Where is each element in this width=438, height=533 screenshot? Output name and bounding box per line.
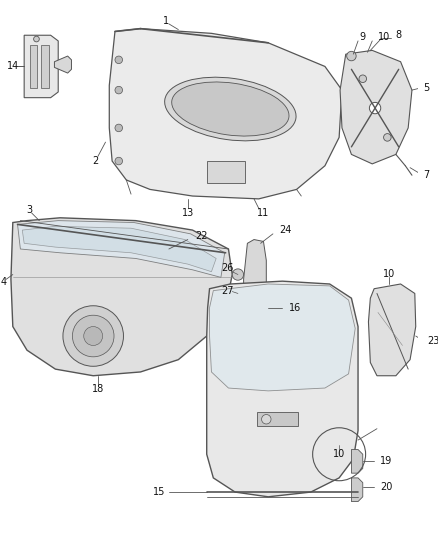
Polygon shape xyxy=(24,35,58,98)
Text: 22: 22 xyxy=(196,231,208,241)
Ellipse shape xyxy=(165,77,296,141)
Text: 16: 16 xyxy=(289,303,301,313)
Text: 10: 10 xyxy=(378,32,390,42)
Circle shape xyxy=(359,75,367,83)
Polygon shape xyxy=(351,449,363,473)
Polygon shape xyxy=(207,281,358,497)
Circle shape xyxy=(63,306,124,366)
Polygon shape xyxy=(207,161,244,183)
Text: 13: 13 xyxy=(182,208,194,218)
Text: 8: 8 xyxy=(396,30,402,41)
Circle shape xyxy=(115,124,123,132)
Text: 19: 19 xyxy=(380,456,392,466)
Polygon shape xyxy=(54,56,71,73)
Text: 26: 26 xyxy=(221,263,234,273)
Text: 9: 9 xyxy=(360,32,366,42)
Polygon shape xyxy=(11,218,232,376)
Polygon shape xyxy=(22,227,216,272)
Circle shape xyxy=(115,157,123,165)
Text: 7: 7 xyxy=(423,170,430,180)
Polygon shape xyxy=(18,221,225,277)
Text: 14: 14 xyxy=(7,61,19,71)
Text: 3: 3 xyxy=(26,205,32,215)
Text: 5: 5 xyxy=(423,83,430,93)
Polygon shape xyxy=(351,478,363,502)
Ellipse shape xyxy=(172,82,289,136)
Circle shape xyxy=(72,315,114,357)
Circle shape xyxy=(115,56,123,63)
Text: 11: 11 xyxy=(258,208,269,218)
Circle shape xyxy=(84,327,102,345)
Polygon shape xyxy=(110,29,342,199)
Text: 4: 4 xyxy=(0,277,7,287)
Polygon shape xyxy=(41,45,49,88)
Circle shape xyxy=(115,86,123,94)
Polygon shape xyxy=(340,51,412,164)
Polygon shape xyxy=(257,411,298,426)
Circle shape xyxy=(261,415,271,424)
Text: 20: 20 xyxy=(380,482,392,492)
Circle shape xyxy=(232,269,244,280)
Polygon shape xyxy=(368,284,416,376)
Text: 27: 27 xyxy=(221,286,234,296)
Text: 23: 23 xyxy=(427,336,438,346)
Text: 10: 10 xyxy=(333,449,345,459)
Circle shape xyxy=(369,102,381,114)
Text: 1: 1 xyxy=(163,16,169,26)
Polygon shape xyxy=(209,284,355,391)
Circle shape xyxy=(34,36,39,42)
Text: 18: 18 xyxy=(92,384,104,394)
Polygon shape xyxy=(244,239,266,374)
Text: 10: 10 xyxy=(383,269,396,279)
Text: 15: 15 xyxy=(153,487,166,497)
Circle shape xyxy=(384,134,391,141)
Circle shape xyxy=(347,51,356,61)
Circle shape xyxy=(233,289,243,298)
Text: 24: 24 xyxy=(279,225,292,235)
Text: 2: 2 xyxy=(92,156,98,166)
Polygon shape xyxy=(30,45,37,88)
